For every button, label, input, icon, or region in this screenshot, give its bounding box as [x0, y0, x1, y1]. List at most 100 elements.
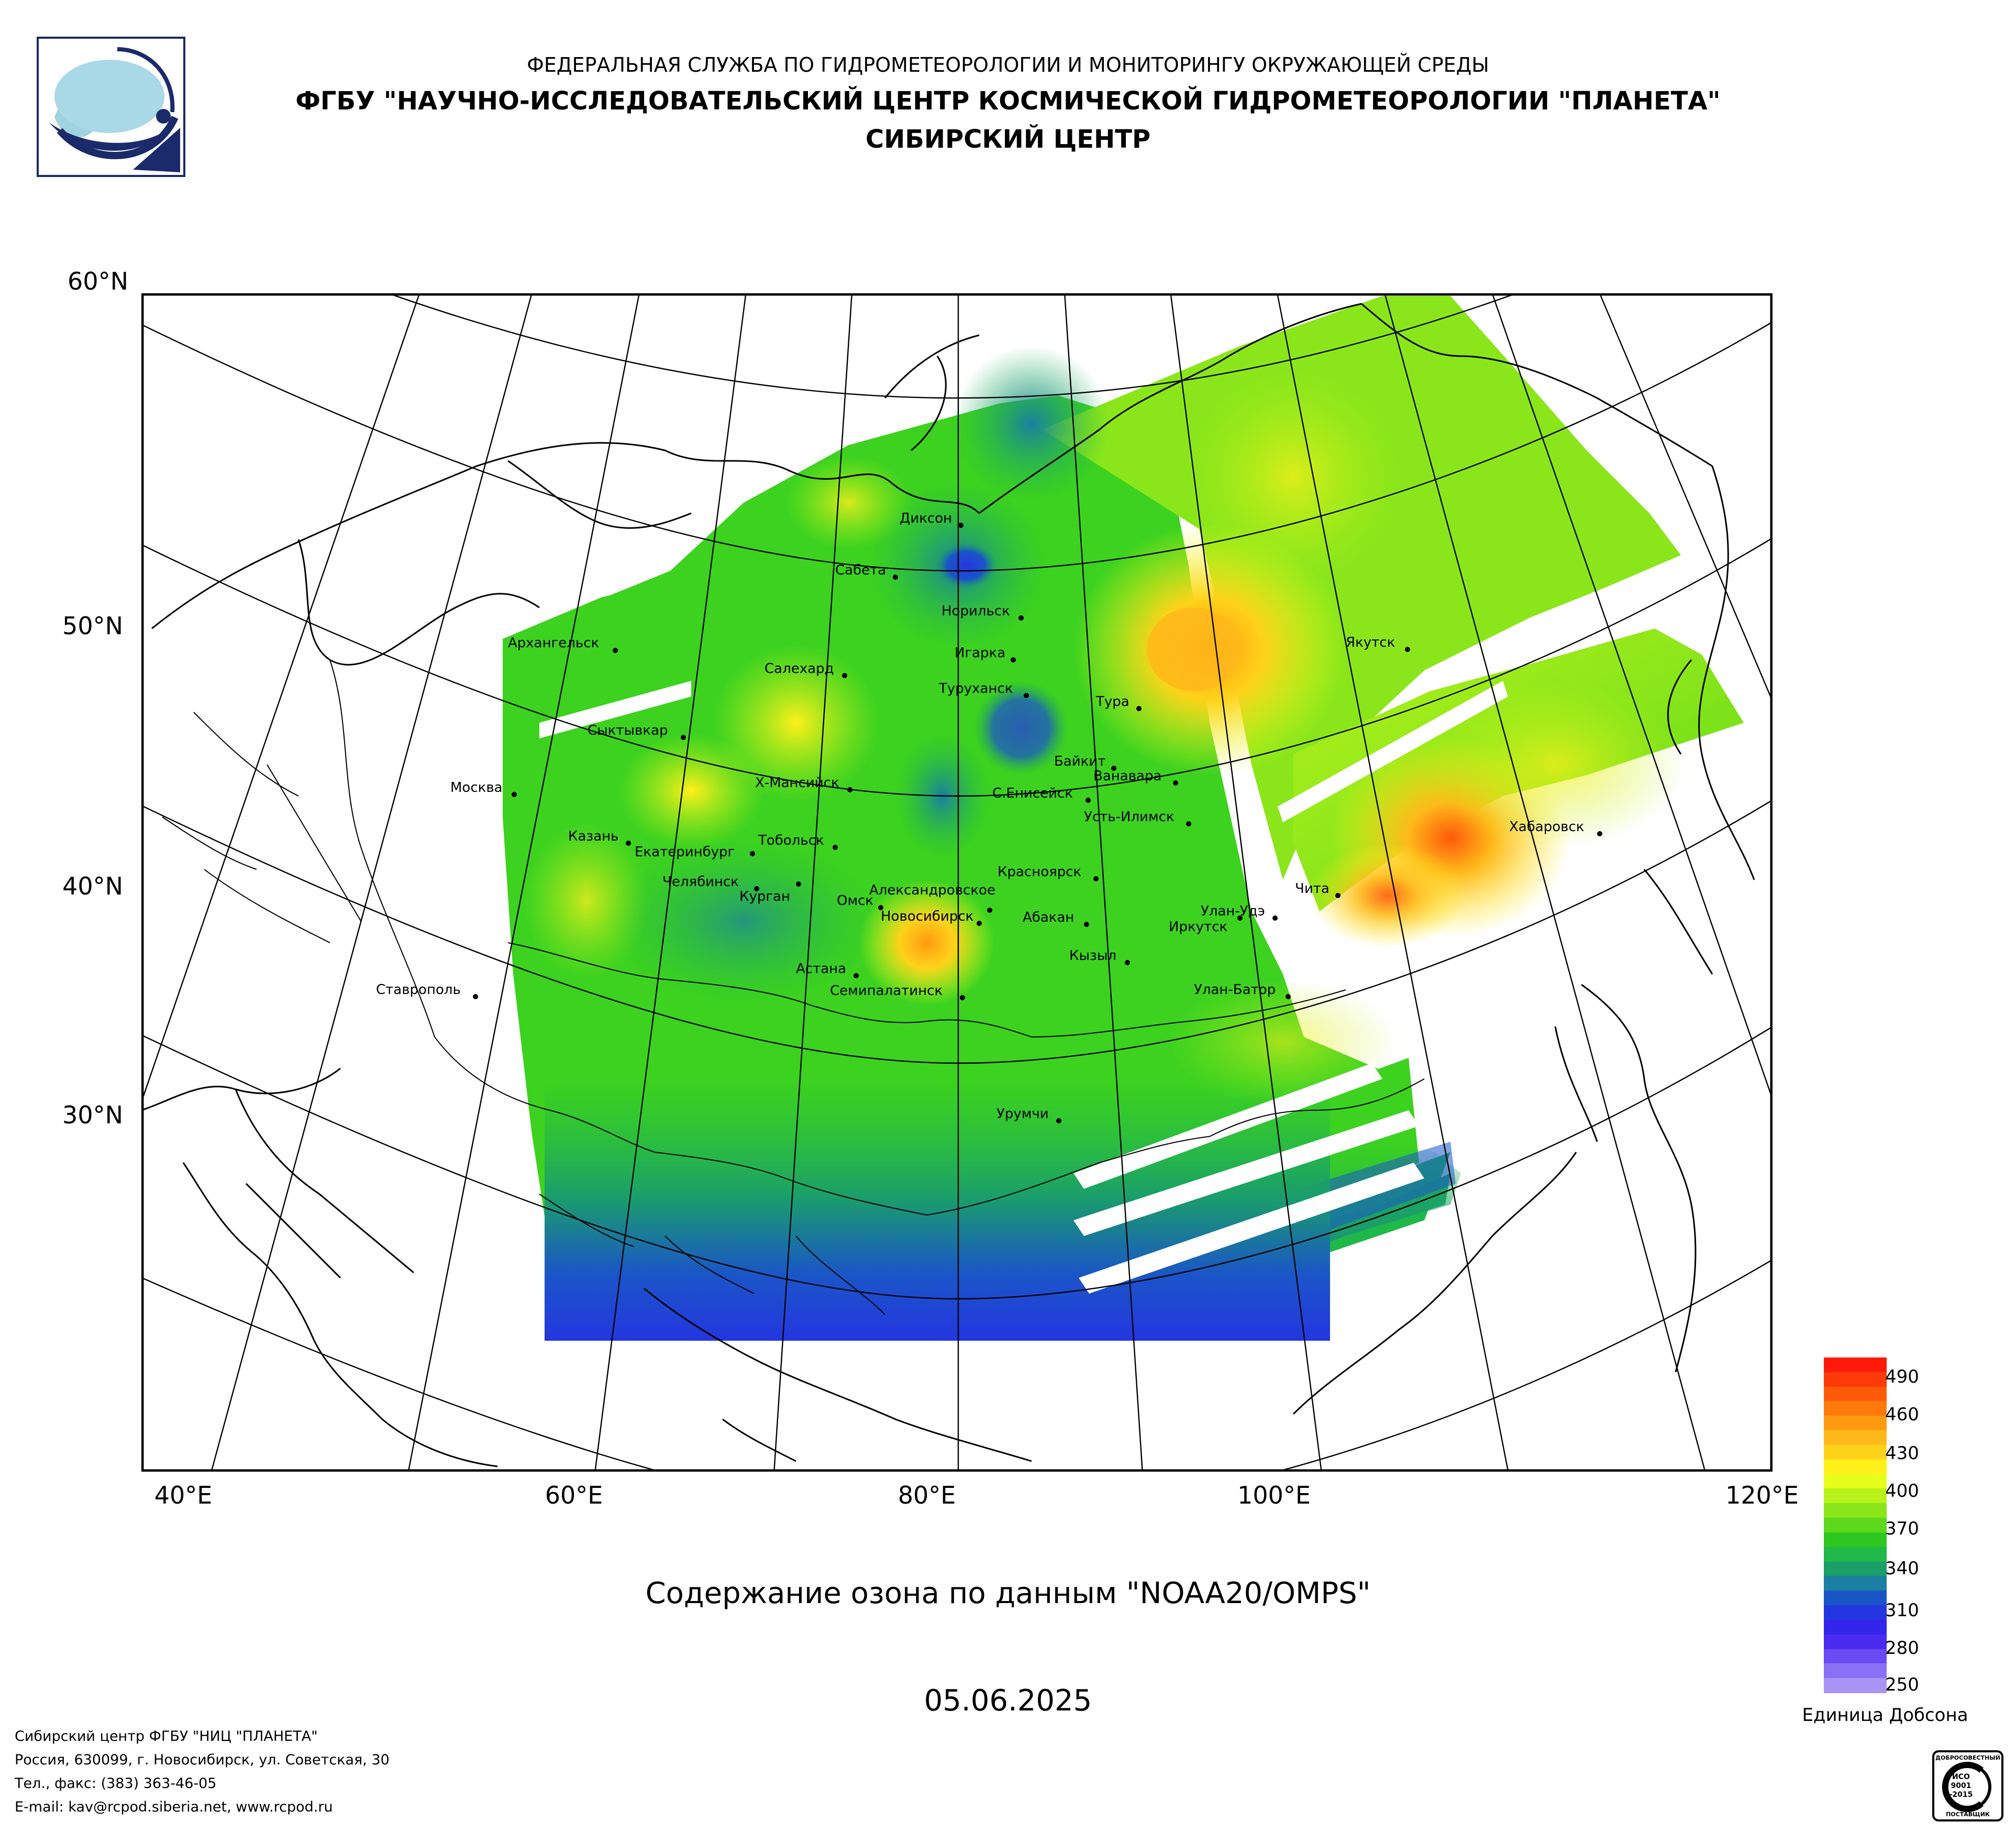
svg-text:Сабета: Сабета — [835, 562, 886, 578]
colorbar-segment — [1824, 1532, 1887, 1548]
svg-text:Курган: Курган — [739, 889, 790, 904]
footer-email: E-mail: kav@rcpod.siberia.net, www.rcpod… — [15, 1799, 333, 1815]
svg-text:Улан-Удэ: Улан-Удэ — [1201, 903, 1265, 919]
cert-bottom: ПОСТАВЩИК — [1946, 1811, 1990, 1818]
svg-text:Челябинск: Челябинск — [662, 874, 739, 890]
svg-text:Х-Мансийск: Х-Мансийск — [755, 775, 839, 791]
city-igarka: Игарка — [955, 645, 1016, 662]
colorbar-segment — [1824, 1619, 1887, 1635]
country-borders — [162, 659, 1425, 1315]
svg-text:Салехард: Салехард — [765, 661, 834, 677]
colorbar-tick-460: 460 — [1885, 1404, 1919, 1425]
colorbar — [1824, 1357, 1887, 1693]
center-name: СИБИРСКИЙ ЦЕНТР — [865, 125, 1151, 154]
svg-text:Тобольск: Тобольск — [758, 833, 824, 848]
footer-address: Россия, 630099, г. Новосибирск, ул. Сове… — [15, 1752, 390, 1768]
colorbar-segment — [1824, 1503, 1887, 1519]
colorbar-segment — [1824, 1474, 1887, 1489]
svg-text:Семипалатинск: Семипалатинск — [830, 983, 943, 999]
lat-label-40: 40°N — [62, 872, 123, 900]
city-novosibirsk: Новосибирск — [881, 909, 982, 926]
colorbar-segment — [1824, 1561, 1887, 1577]
svg-text:Норильск: Норильск — [941, 603, 1010, 619]
lon-label-60: 60°E — [545, 1481, 603, 1509]
colorbar-segment — [1824, 1416, 1887, 1431]
svg-text:Чита: Чита — [1295, 881, 1330, 897]
svg-text:Улан-Батор: Улан-Батор — [1194, 982, 1276, 998]
city-yekaterinburg: Екатеринбург — [635, 844, 755, 860]
city-salekhard: Салехард — [765, 661, 847, 678]
colorbar-segment — [1824, 1401, 1887, 1417]
colorbar-tick-430: 430 — [1885, 1443, 1919, 1464]
city-chita: Чита — [1295, 881, 1341, 898]
map-date: 05.06.2025 — [924, 1684, 1092, 1718]
colorbar-segment — [1824, 1386, 1887, 1402]
cert-year: -2015 — [1949, 1791, 1973, 1799]
city-arkhangelsk: Архангельск — [508, 635, 618, 653]
colorbar-segment — [1824, 1430, 1887, 1445]
planeta-logo — [37, 37, 185, 177]
city-kurgan: Курган — [739, 881, 801, 904]
colorbar-segment — [1824, 1488, 1887, 1504]
city-kyzyl: Кызыл — [1069, 948, 1130, 965]
city-stavropol: Ставрополь — [376, 982, 478, 999]
svg-text:Омск: Омск — [837, 893, 873, 909]
colorbar-segment — [1824, 1649, 1887, 1664]
svg-text:Урумчи: Урумчи — [996, 1106, 1049, 1122]
city-abakan: Абакан — [1023, 910, 1089, 927]
cert-top: ДОБРОСОВЕСТНЫЙ — [1935, 1754, 2000, 1761]
city-moscow: Москва — [450, 780, 517, 797]
svg-text:Кызыл: Кызыл — [1069, 948, 1116, 964]
colorbar-tick-280: 280 — [1885, 1638, 1919, 1659]
lon-label-120: 120°E — [1725, 1481, 1799, 1509]
ozone-map: Архангельск Диксон Сабета Норильск Игарк… — [141, 293, 1773, 1472]
svg-text:С.Енисейск: С.Енисейск — [992, 786, 1073, 801]
colorbar-tick-370: 370 — [1885, 1518, 1919, 1539]
svg-text:Усть-Илимск: Усть-Илимск — [1084, 809, 1175, 825]
colorbar-tick-310: 310 — [1885, 1600, 1919, 1621]
city-sabeta: Сабета — [835, 562, 898, 580]
city-yakutsk: Якутск — [1346, 635, 1410, 652]
svg-text:Хабаровск: Хабаровск — [1509, 819, 1584, 835]
colorbar-segment — [1824, 1372, 1887, 1387]
city-dikson: Диксон — [900, 511, 963, 528]
city-tobolsk: Тобольск — [758, 833, 838, 850]
city-ustilimsk: Усть-Илимск — [1084, 809, 1191, 826]
svg-text:Екатеринбург: Екатеринбург — [635, 844, 735, 860]
cert-number: 9001 — [1951, 1782, 1971, 1790]
colorbar-segment — [1824, 1663, 1887, 1679]
colorbar-segment — [1824, 1518, 1887, 1533]
logo-emblem — [49, 47, 180, 172]
lon-label-80: 80°E — [898, 1481, 956, 1509]
svg-text:Ставрополь: Ставрополь — [376, 982, 461, 998]
cert-iso: ИСО — [1952, 1773, 1970, 1781]
city-norilsk: Норильск — [941, 603, 1024, 621]
iso-certification-badge: ДОБРОСОВЕСТНЫЙ ИСО 9001 -2015 ПОСТАВЩИК — [1931, 1749, 2004, 1823]
lat-label-60: 60°N — [68, 267, 128, 295]
city-astana: Астана — [796, 961, 859, 978]
colorbar-tick-490: 490 — [1885, 1366, 1919, 1387]
svg-text:Тура: Тура — [1095, 694, 1129, 710]
colorbar-segment — [1824, 1357, 1887, 1373]
lat-label-50: 50°N — [62, 612, 123, 640]
svg-text:Игарка: Игарка — [955, 645, 1005, 661]
certification-seal-icon — [1932, 1750, 2003, 1821]
city-markers: Архангельск Диксон Сабета Норильск Игарк… — [376, 511, 1602, 1123]
svg-text:Диксон: Диксон — [900, 511, 952, 526]
colorbar-segment — [1824, 1591, 1887, 1606]
svg-text:Якутск: Якутск — [1346, 635, 1395, 650]
svg-text:Ванавара: Ванавара — [1093, 768, 1161, 784]
svg-text:Казань: Казань — [568, 829, 618, 844]
city-khabarovsk: Хабаровск — [1509, 819, 1602, 836]
map-title: Содержание озона по данным "NOAA20/OMPS" — [645, 1576, 1371, 1610]
agency-name: ФЕДЕРАЛЬНАЯ СЛУЖБА ПО ГИДРОМЕТЕОРОЛОГИИ … — [527, 53, 1489, 76]
svg-text:Абакан: Абакан — [1023, 910, 1074, 925]
svg-text:Сыктывкар: Сыктывкар — [588, 723, 668, 738]
lon-label-40: 40°E — [154, 1481, 213, 1509]
city-seniseysk: С.Енисейск — [992, 786, 1091, 803]
coastlines — [141, 303, 1755, 1467]
colorbar-tick-250: 250 — [1885, 1674, 1919, 1695]
city-irkutsk: Иркутск — [1169, 915, 1243, 935]
graticule — [141, 293, 1773, 1472]
colorbar-segment — [1824, 1678, 1887, 1693]
